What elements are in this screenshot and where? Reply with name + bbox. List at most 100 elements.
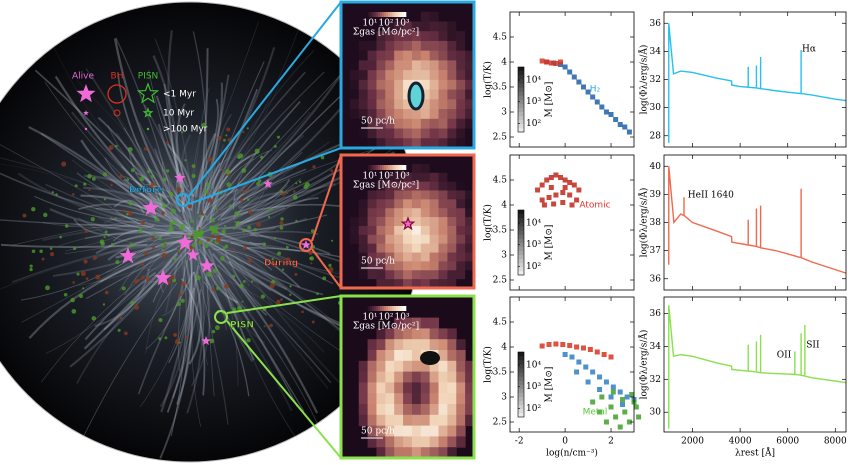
zoom-pixel [349, 21, 360, 32]
zoom-pixel [367, 382, 377, 394]
zoom-pixel [411, 414, 422, 427]
filament [145, 242, 187, 283]
star-particle [170, 208, 176, 214]
zoom-pixel [456, 393, 466, 405]
zoom-pixel [447, 163, 457, 174]
zoom-pixel [376, 99, 386, 110]
star-particle [253, 227, 258, 232]
colorbar-cell [518, 79, 524, 84]
colorbar-tick-label: 10³ [526, 382, 541, 392]
zoom-pixel [465, 261, 475, 271]
star-particle [277, 251, 282, 256]
zoom-pixel [420, 252, 431, 262]
filament [211, 252, 319, 414]
zoom-pixel [376, 70, 386, 81]
colorbar-cell [518, 404, 524, 410]
filament [159, 287, 195, 459]
zoom-pixel [341, 70, 351, 81]
zoom-pixel [367, 217, 377, 227]
star-particle [181, 217, 185, 221]
star-particle [165, 169, 170, 173]
star-particle [279, 221, 284, 226]
zoom-pixel [438, 217, 448, 227]
star-particle [161, 211, 165, 215]
zoom-pixel [376, 21, 386, 32]
star-particle [85, 277, 89, 280]
zoom-colorbar [378, 306, 381, 311]
zoom-pixel [420, 138, 431, 149]
star-particle [241, 168, 247, 173]
zoom-colorbar-tick: 10² [378, 19, 393, 29]
star-particle [91, 316, 97, 321]
point [574, 369, 580, 375]
star-particle [301, 310, 304, 314]
star-marker [201, 336, 211, 346]
zoom-pixel [341, 79, 351, 91]
star-particle [74, 184, 78, 188]
star-particle [226, 182, 232, 187]
zoom-pixel [403, 163, 413, 174]
zoom-pixel [411, 163, 422, 174]
zoom-colorbar-tick: 10¹ [362, 313, 377, 323]
zoom-connector [226, 295, 342, 314]
star-particle [93, 255, 97, 260]
filament [210, 191, 265, 228]
zoom-pixel [376, 328, 386, 340]
zoom-pixel [429, 155, 440, 165]
point [548, 175, 554, 180]
zoom-pixel [349, 261, 360, 271]
zoom-pixel [376, 172, 386, 183]
zoom-pixel [456, 270, 466, 280]
zoom-pixel [411, 261, 422, 271]
point [580, 345, 586, 351]
zoom-pixel [411, 155, 422, 165]
filament [49, 208, 184, 235]
filament [85, 68, 164, 201]
star-particle [161, 204, 167, 209]
zoom-colorbar [366, 12, 369, 17]
star-particle [204, 243, 209, 249]
zoom-pixel [394, 382, 404, 394]
filament [107, 232, 170, 261]
filament [178, 254, 190, 372]
zoom-pixel [429, 172, 440, 183]
plot-area [510, 155, 634, 290]
zoom-frame [339, 153, 476, 290]
filament [106, 249, 163, 273]
zoom-pixel [394, 50, 404, 61]
zoom-pixel [394, 31, 404, 42]
zoom-pixel [341, 163, 351, 174]
zoom-pixel [385, 350, 395, 362]
zoom-pixel [403, 243, 413, 254]
zoom-pixel [385, 99, 395, 110]
zoom-colorbar-tick: 10³ [394, 172, 409, 182]
zoom-pixel [456, 60, 466, 71]
point [558, 59, 564, 65]
point [553, 341, 559, 347]
zoom-pixel [367, 190, 377, 200]
zoom-pixel [456, 2, 466, 13]
zoom-colorbar [398, 12, 401, 17]
colorbar-cell [518, 408, 524, 414]
star-particle [214, 325, 220, 331]
point [585, 379, 591, 385]
zoom-pixel [420, 217, 431, 227]
star-particle [220, 256, 225, 261]
zoom-pixel [367, 199, 377, 209]
zoom-pixel [385, 118, 395, 130]
colorbar-cell [518, 95, 524, 100]
colorbar-cell [518, 87, 524, 92]
zoom-pixel [429, 279, 440, 289]
zoom-pixel [394, 40, 404, 52]
zoom-colorbar [386, 306, 389, 311]
zoom-pixel [411, 393, 422, 405]
star-marker [154, 269, 172, 286]
zoom-pixel [429, 270, 440, 280]
point [626, 419, 632, 425]
zoom-pixel [367, 21, 377, 32]
zoom-colorbar [370, 12, 373, 17]
star-particle [192, 235, 198, 240]
star-marker [400, 216, 416, 231]
zoom-pixel [420, 382, 431, 394]
zoom-pixel [376, 138, 386, 149]
